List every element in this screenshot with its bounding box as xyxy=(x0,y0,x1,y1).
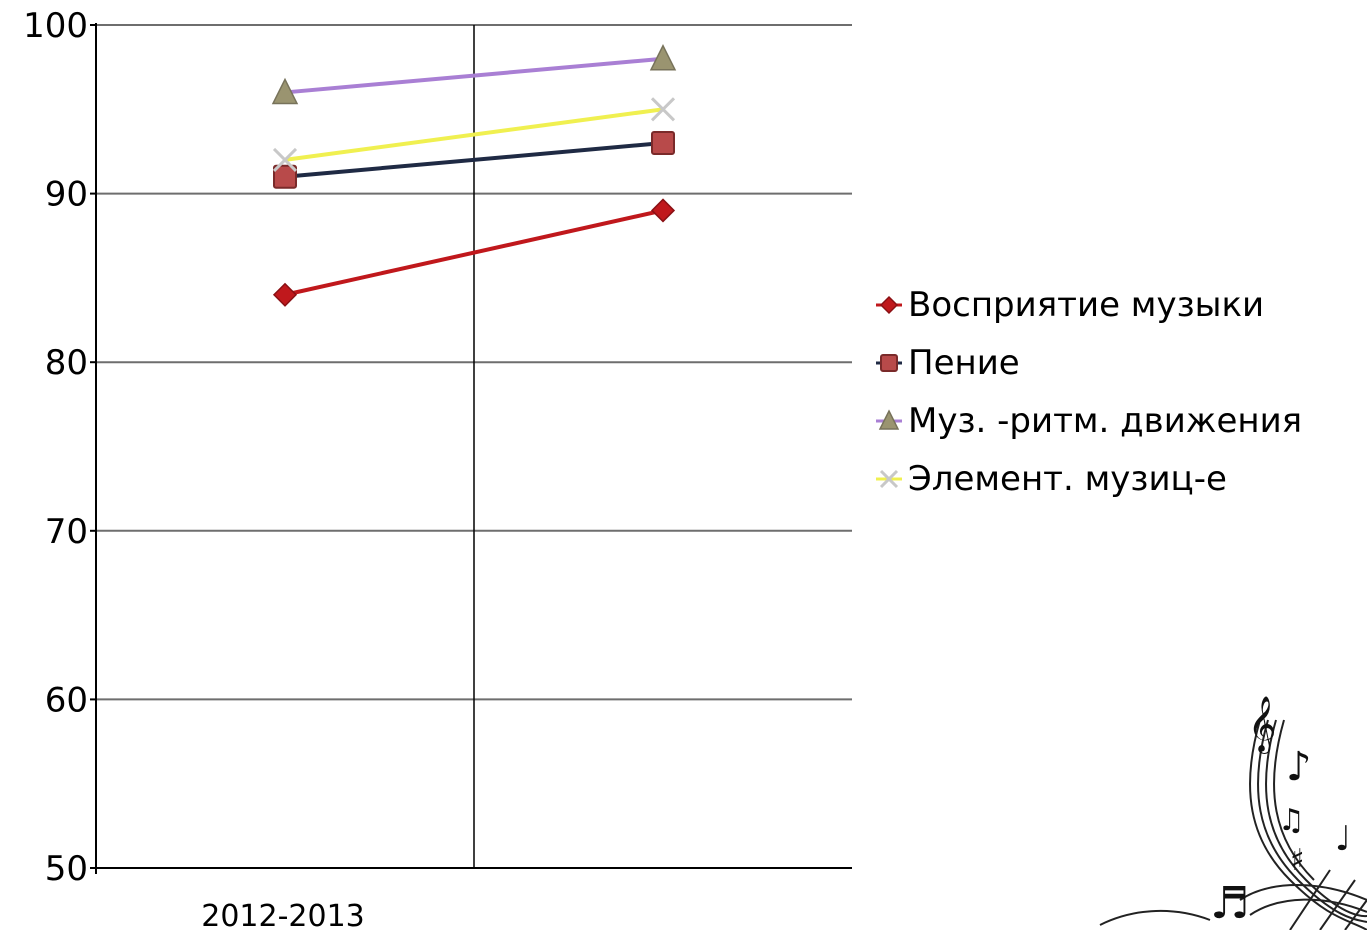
legend-key-2 xyxy=(876,409,902,430)
y-tick-label-50: 50 xyxy=(45,849,88,889)
legend-key-3 xyxy=(876,469,902,489)
series-3 xyxy=(272,97,676,172)
series-line-1 xyxy=(284,141,664,179)
x-axis: 2012-2013 xyxy=(201,899,365,930)
data-point-1-0 xyxy=(273,164,297,189)
legend-item-3: Элемент. музиц-е xyxy=(874,450,1302,508)
series-line-0 xyxy=(284,208,664,297)
series-2 xyxy=(271,44,677,105)
legend-key-0 xyxy=(876,295,902,315)
gridlines xyxy=(96,24,852,869)
y-axis: 50 60 70 80 90 100 xyxy=(23,6,97,889)
y-tick-label-90: 90 xyxy=(45,175,88,215)
svg-text:♯: ♯ xyxy=(1290,843,1305,878)
y-tick-label-60: 60 xyxy=(45,680,88,720)
y-tick-label-80: 80 xyxy=(45,343,88,383)
data-point-3-1 xyxy=(650,97,676,122)
legend-label-1: Пение xyxy=(908,343,1020,383)
legend-item-0: Восприятие музыки xyxy=(874,276,1302,334)
svg-text:♩: ♩ xyxy=(1335,819,1351,859)
svg-text:♪: ♪ xyxy=(1286,744,1312,790)
music-notes-decoration: 𝄞 ♪ ♫ ♯ ♩ ♬ xyxy=(1099,696,1367,930)
legend-item-1: Пение xyxy=(874,334,1302,392)
legend-item-2: Муз. -ритм. движения xyxy=(874,392,1302,450)
y-tick-label-100: 100 xyxy=(23,6,88,46)
data-point-2-0 xyxy=(271,77,299,105)
legend-label-2: Муз. -ритм. движения xyxy=(908,401,1303,441)
legend-key-1 xyxy=(876,354,902,372)
svg-text:♬: ♬ xyxy=(1210,878,1249,929)
svg-text:𝄞: 𝄞 xyxy=(1248,696,1276,754)
series-line-2 xyxy=(284,56,664,95)
series-0 xyxy=(272,198,676,307)
series-1 xyxy=(273,131,675,189)
data-point-3-0 xyxy=(272,147,298,172)
svg-text:♫: ♫ xyxy=(1278,803,1305,838)
x-tick-label-0: 2012-2013 xyxy=(201,899,365,930)
legend: Восприятие музыки Пение Муз. -ритм. движен… xyxy=(874,276,1302,508)
series-line-3 xyxy=(284,107,664,162)
data-point-0-0 xyxy=(272,282,298,307)
y-tick-label-70: 70 xyxy=(45,512,88,552)
legend-label-3: Элемент. музиц-е xyxy=(908,459,1227,499)
data-point-0-1 xyxy=(650,198,676,223)
series-layer xyxy=(271,44,677,307)
data-point-2-1 xyxy=(649,44,677,71)
data-point-1-1 xyxy=(651,131,675,156)
legend-label-0: Восприятие музыки xyxy=(908,285,1265,325)
